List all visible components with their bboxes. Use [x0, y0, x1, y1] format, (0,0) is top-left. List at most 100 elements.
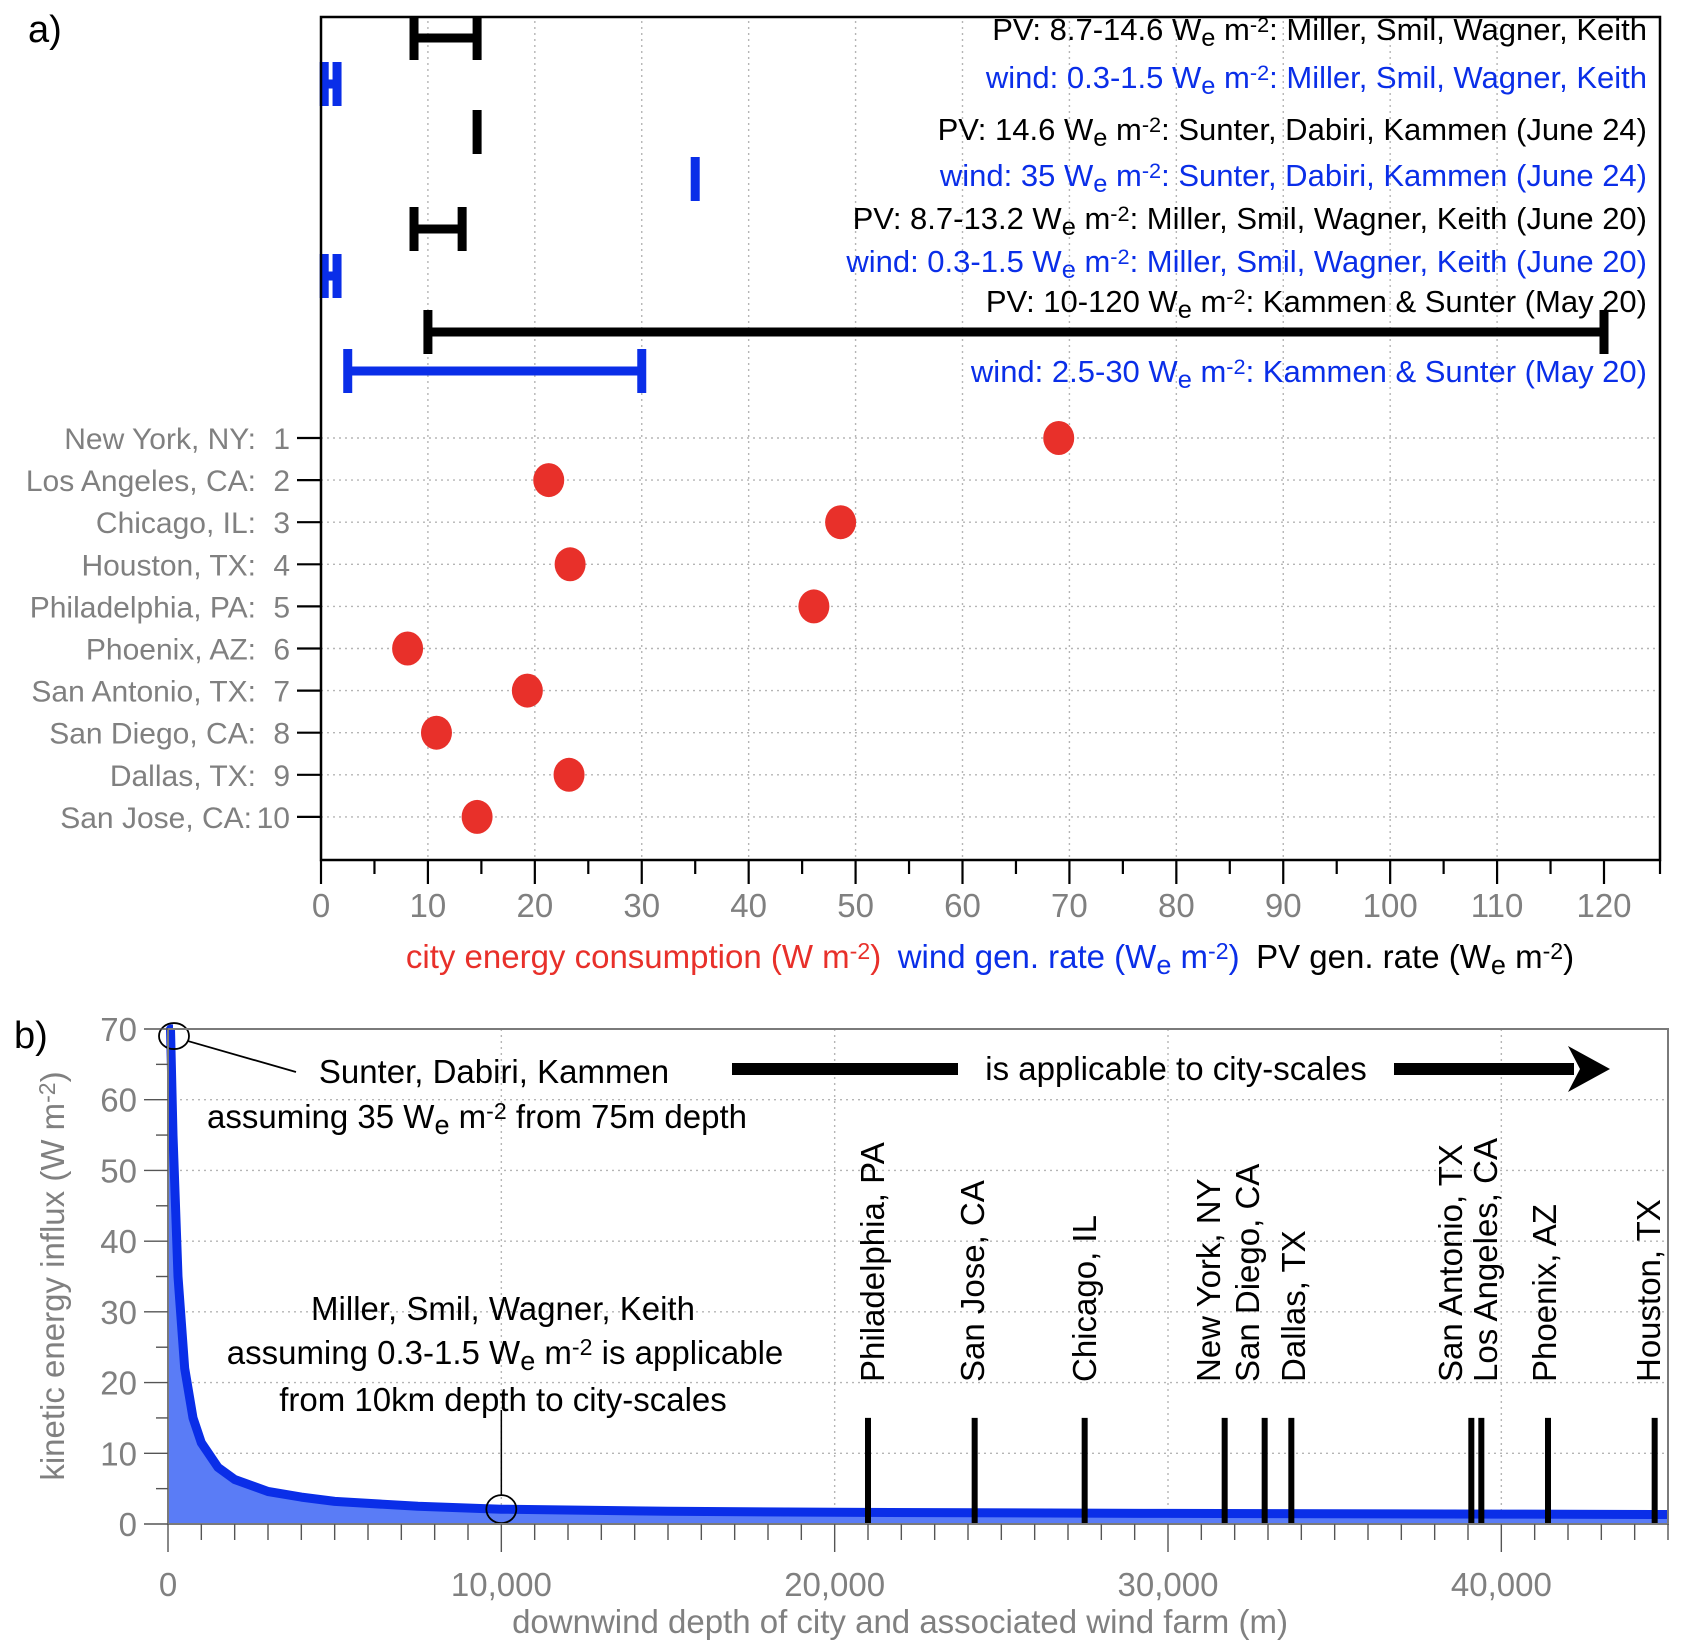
panel-a-label: a) — [28, 9, 62, 51]
city-consumption-dot — [511, 673, 543, 708]
city-consumption-dot — [420, 715, 452, 750]
x-tick-label: 120 — [1576, 887, 1631, 924]
range-label-wind: wind: 0.3-1.5 We m-2: Miller, Smil, Wagn… — [985, 60, 1647, 100]
city-depth-label: San Jose, CA — [954, 1180, 991, 1382]
sunter-annotation-line2: assuming 35 We m-2 from 75m depth — [207, 1098, 747, 1140]
city-depth-label: Philadelphia, PA — [854, 1142, 891, 1382]
sunter-annotation-line1: Sunter, Dabiri, Kammen — [319, 1053, 669, 1090]
y-tick-label-city: New York, NY: — [64, 423, 256, 456]
y-tick-label-rank: 10 — [257, 802, 290, 835]
range-label-pv: PV: 10-120 We m-2: Kammen & Sunter (May … — [986, 284, 1647, 324]
city-depth-label: San Diego, CA — [1229, 1164, 1266, 1382]
y-tick-label: 0 — [119, 1506, 137, 1543]
panel-b-y-axis: 0 10 20 30 40 50 60 70 — [100, 1011, 168, 1543]
range-bar-wind — [319, 62, 342, 106]
range-label-wind: wind: 2.5-30 We m-2: Kammen & Sunter (Ma… — [970, 354, 1647, 394]
panel-b-city-markers: Philadelphia, PA San Jose, CA Chicago, IL N… — [854, 1138, 1667, 1524]
x-tick-label: 90 — [1265, 887, 1302, 924]
x-tick-label: 20 — [516, 887, 553, 924]
y-tick-label-city: Dallas, TX: — [110, 760, 256, 793]
y-tick-label-rank: 8 — [273, 718, 290, 751]
panel-b-y-axis-label: kinetic energy influx (W m-2) — [34, 1071, 71, 1480]
range-bar-wind — [343, 349, 647, 393]
x-tick-label: 0 — [312, 887, 330, 924]
panel-a-x-axis: 0 10 20 30 40 50 60 70 80 90 100 110 120 — [312, 860, 1662, 924]
city-depth-label: Phoenix, AZ — [1526, 1204, 1563, 1382]
panel-b: b) Philadelphia, PA San Jose, CA Chicago, … — [14, 1011, 1669, 1640]
kinetic-energy-curve — [166, 1024, 1669, 1519]
miller-annotation-line1: Miller, Smil, Wagner, Keith — [311, 1290, 695, 1327]
y-tick-label-rank: 9 — [273, 760, 290, 793]
city-consumption-dot — [392, 631, 424, 666]
range-bar-pv — [409, 16, 482, 60]
city-consumption-dot — [533, 463, 565, 498]
range-label-pv: PV: 8.7-13.2 We m-2: Miller, Smil, Wagne… — [853, 201, 1647, 241]
panel-b-annotations: Sunter, Dabiri, Kammen assuming 35 We m-2… — [158, 1022, 1610, 1525]
range-bar-pv — [423, 310, 1609, 354]
panel-a-city-dots — [392, 421, 1075, 834]
panel-a-y-axis: 1 New York, NY: 2 Los Angeles, CA: 3 Chicago,… — [26, 423, 321, 835]
panel-b-label: b) — [14, 1015, 48, 1057]
panel-a-x-axis-label: city energy consumption (W m-2) wind gen… — [406, 938, 1574, 980]
x-tick-label: 30 — [623, 887, 660, 924]
range-bar-pv — [409, 207, 467, 251]
range-label-wind: wind: 0.3-1.5 We m-2: Miller, Smil, Wagn… — [845, 244, 1647, 284]
arrow-head-icon — [1568, 1046, 1610, 1092]
sunter-highlight-circle — [158, 1022, 190, 1050]
y-tick-label-rank: 2 — [273, 465, 290, 498]
x-tick-label: 50 — [837, 887, 874, 924]
city-consumption-dot — [825, 505, 857, 540]
sunter-leader-line — [187, 1040, 297, 1073]
x-tick-label: 30,000 — [1118, 1566, 1219, 1603]
arrow-annotation-text: is applicable to city-scales — [985, 1050, 1367, 1087]
y-tick-label-rank: 5 — [273, 591, 290, 624]
y-tick-label-city: Houston, TX: — [81, 549, 256, 582]
y-tick-label-city: San Diego, CA: — [49, 718, 256, 751]
y-tick-label: 30 — [100, 1294, 137, 1331]
x-tick-label: 10,000 — [451, 1566, 552, 1603]
x-tick-label: 60 — [944, 887, 981, 924]
panel-b-x-axis-label: downwind depth of city and associated wi… — [512, 1603, 1288, 1640]
y-tick-label-city: San Jose, CA: — [60, 802, 252, 835]
y-tick-label: 20 — [100, 1365, 137, 1402]
city-consumption-dot — [461, 799, 493, 834]
panel-a-range-bars — [319, 16, 1609, 393]
y-tick-label-city: Philadelphia, PA: — [30, 591, 256, 624]
y-tick-label-rank: 7 — [273, 676, 290, 709]
y-tick-label-rank: 3 — [273, 507, 290, 540]
panel-b-x-axis: 0 10,000 20,000 30,000 40,000 — [159, 1524, 1669, 1603]
city-consumption-dot — [554, 547, 586, 582]
y-tick-label: 50 — [100, 1152, 137, 1189]
y-tick-label: 70 — [100, 1011, 137, 1048]
y-tick-label-rank: 1 — [273, 423, 290, 456]
y-tick-label: 10 — [100, 1435, 137, 1472]
city-consumption-dot — [553, 757, 585, 792]
x-tick-label: 110 — [1471, 887, 1524, 924]
x-tick-label: 20,000 — [784, 1566, 885, 1603]
range-bar-wind — [319, 254, 342, 298]
range-label-wind: wind: 35 We m-2: Sunter, Dabiri, Kammen … — [939, 158, 1647, 198]
y-tick-label-city: Los Angeles, CA: — [26, 465, 256, 498]
city-depth-label: Chicago, IL — [1066, 1215, 1103, 1382]
y-tick-label-city: Chicago, IL: — [96, 507, 256, 540]
x-tick-label: 100 — [1363, 887, 1418, 924]
x-tick-label: 40 — [730, 887, 767, 924]
panel-a-range-labels: PV: 8.7-14.6 We m-2: Miller, Smil, Wagne… — [845, 12, 1647, 394]
x-tick-label: 0 — [159, 1566, 177, 1603]
city-depth-label: Houston, TX — [1630, 1199, 1667, 1382]
city-depth-label: San Antonio, TX — [1432, 1144, 1469, 1382]
city-consumption-dot — [1043, 421, 1075, 455]
panel-a: a) PV: 8.7-14.6 We m-2: Miller, Smil, Wa… — [26, 9, 1662, 980]
y-tick-label: 60 — [100, 1082, 137, 1119]
x-tick-label: 70 — [1051, 887, 1088, 924]
city-depth-label: Los Angeles, CA — [1467, 1138, 1504, 1382]
y-tick-label-city: Phoenix, AZ: — [86, 634, 256, 667]
y-tick-label: 40 — [100, 1223, 137, 1260]
x-tick-label: 80 — [1158, 887, 1195, 924]
panel-b-grid — [168, 1029, 1668, 1524]
y-tick-label-rank: 4 — [273, 549, 290, 582]
city-consumption-dot — [798, 589, 830, 624]
range-label-pv: PV: 14.6 We m-2: Sunter, Dabiri, Kammen … — [938, 112, 1647, 152]
city-depth-label: Dallas, TX — [1275, 1230, 1312, 1382]
